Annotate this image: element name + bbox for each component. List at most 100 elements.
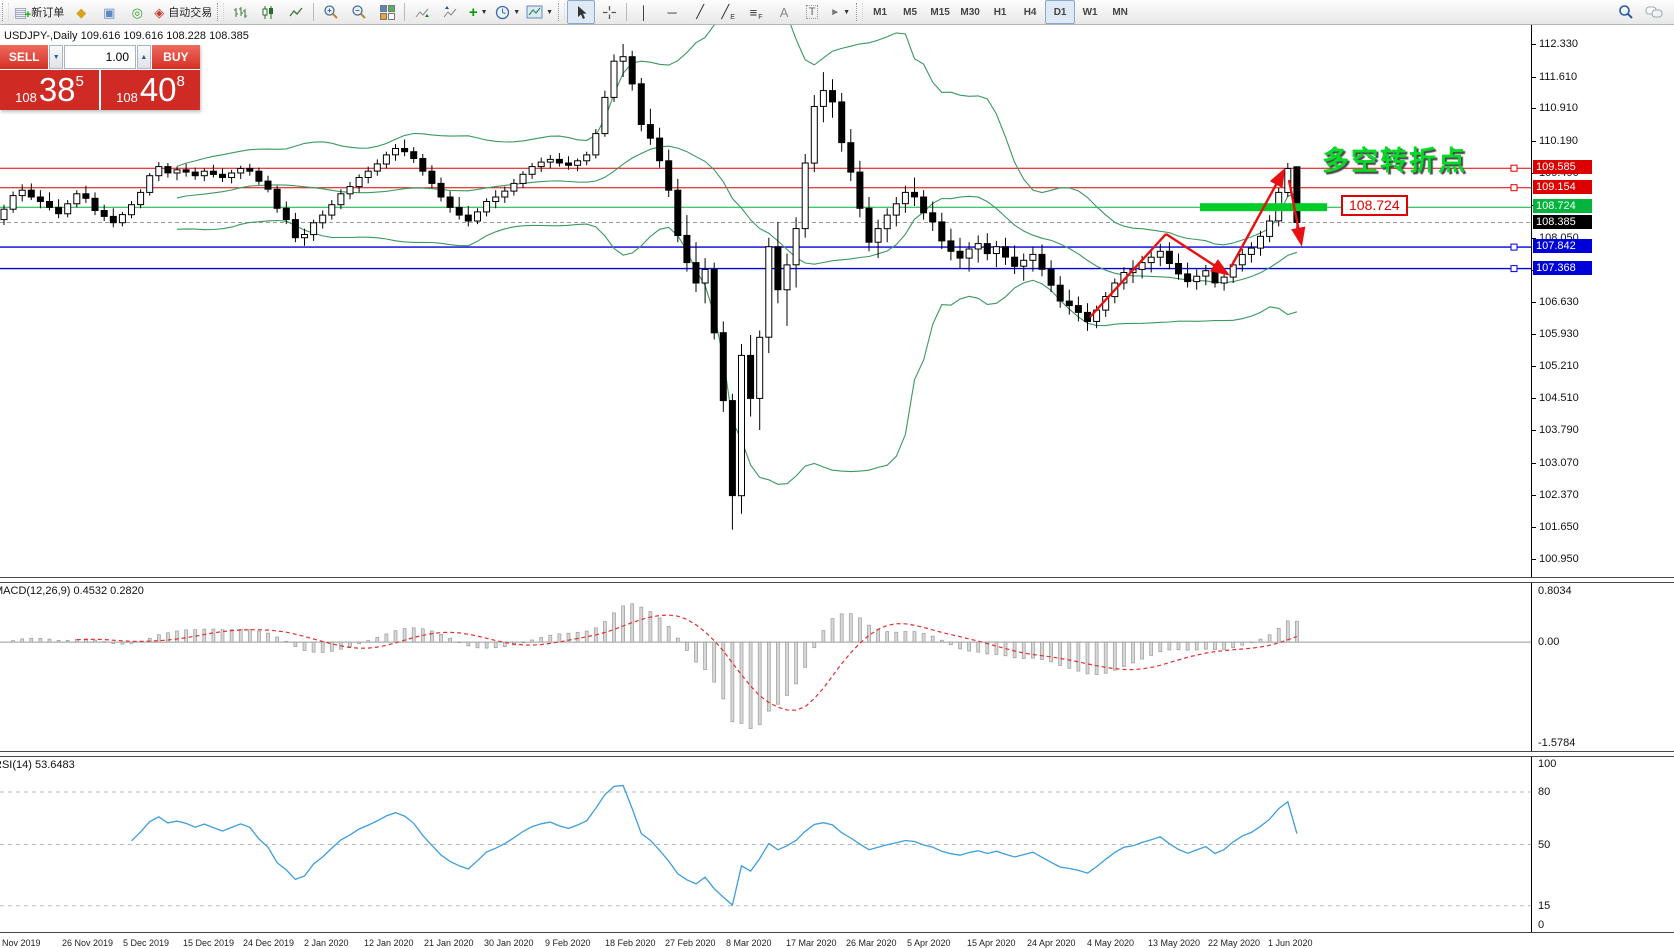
date-label: 18 Feb 2020 [605,938,656,948]
toolbar-grip [558,3,566,21]
zoom-out-button[interactable] [345,0,373,24]
timeframe-button-mn[interactable]: MN [1112,6,1128,18]
toolbar-grip [856,3,864,21]
macd-scale-top: 0.8034 [1538,585,1572,597]
search-button[interactable] [1612,0,1640,24]
date-label: 15 Apr 2020 [967,938,1016,948]
zoom-in-button[interactable] [317,0,345,24]
dropdown-arrow-icon: ▼ [843,8,851,16]
date-label: 24 Apr 2020 [1027,938,1076,948]
timeframe-button-h4[interactable]: H4 [1023,6,1037,18]
autotrade-icon: ◈ [154,4,165,20]
toolbar-separator [404,3,406,21]
volume-up-button[interactable]: ▲ [137,45,151,69]
date-axis[interactable]: Nov 2019 26 Nov 2019 5 Dec 2019 15 Dec 2019… [0,932,1674,948]
rsi-canvas[interactable] [0,757,1531,932]
price-axis[interactable]: 112.330111.610110.910110.190109.490108.7… [1531,25,1674,577]
signal-icon: ◎ [131,4,143,20]
rsi-scale-label: 50 [1538,839,1551,851]
date-label: 8 Mar 2020 [726,938,772,948]
fibonacci-sub-label: F [758,14,763,21]
buy-button[interactable]: BUY [151,45,200,69]
new-order-label: 新订单 [31,7,65,19]
price-line-badge: 107.368 [1533,261,1592,275]
tile-windows-button[interactable] [373,0,401,24]
timeframe-button-m30[interactable]: M30 [960,6,980,18]
chat-button[interactable] [1640,0,1668,24]
date-label: 5 Dec 2019 [123,938,170,948]
indicator-list-button[interactable] [436,0,464,24]
cursor-button[interactable] [567,0,596,24]
price-tick: 111.610 [1532,70,1577,84]
buy-price-fraction: 8 [176,73,185,90]
add-indicator-button[interactable]: + ▼ [464,0,492,24]
shapes-button[interactable]: ► ▼ [826,0,854,24]
date-label: 2 Jan 2020 [304,938,349,948]
date-label: 13 May 2020 [1148,938,1201,948]
sell-button[interactable]: SELL [0,45,49,69]
clock-icon [496,5,510,19]
date-label: 26 Nov 2019 [62,938,114,948]
main-chart-plot[interactable]: USDJPY-,Daily 109.616 109.616 108.228 10… [0,25,1531,577]
price-tick: 103.070 [1532,456,1579,470]
turning-point-annotation: 多空转折点 [1322,146,1467,176]
rsi-axis[interactable]: 100 80 50 15 0 [1531,757,1674,932]
zoom-out-icon [352,5,366,19]
line-chart-button[interactable] [282,0,310,24]
signal-button[interactable]: ◎ [123,0,151,24]
tile-windows-icon [379,4,395,20]
macd-axis[interactable]: 0.8034 0.00 -1.5784 [1531,583,1674,751]
indicator-window-button[interactable] [408,0,436,24]
rsi-plot[interactable]: RSI(14) 53.6483 [0,757,1531,932]
panel-divider[interactable] [0,751,1674,757]
zoom-in-icon [324,5,338,19]
timeframe-button-m5[interactable]: M5 [903,6,918,18]
timeframe-button-m15[interactable]: M15 [930,6,950,18]
timeframe-button-m1[interactable]: M1 [873,6,888,18]
text-label-button[interactable]: T [798,0,826,24]
timeframe-button-h1[interactable]: H1 [993,6,1007,18]
vertical-line-button[interactable]: │ [630,0,658,24]
text-button[interactable]: A [770,0,798,24]
new-order-button[interactable]: ▤ + 新订单 [11,0,67,24]
macd-label: MACD(12,26,9) 0.4532 0.2820 [0,585,144,597]
timeframe-button-d1[interactable]: D1 [1045,0,1076,24]
timeframe-button-w1[interactable]: W1 [1082,6,1098,18]
macd-canvas[interactable] [0,583,1531,751]
computer-icon: ▣ [103,4,116,20]
trendline-button[interactable]: ╱ [686,0,714,24]
autotrade-button[interactable]: ◈ 自动交易 [151,0,215,24]
sell-price-fraction: 5 [75,73,84,90]
date-label: 22 May 2020 [1208,938,1261,948]
sell-price[interactable]: 108 38 5 [0,70,99,110]
price-line-badge: 109.585 [1533,160,1592,174]
price-tick: 106.630 [1532,295,1579,309]
volume-down-button[interactable]: ▼ [49,45,63,69]
candle-chart-button[interactable] [254,0,282,24]
bar-chart-button[interactable] [226,0,254,24]
line-chart-icon [289,7,303,16]
macd-plot[interactable]: MACD(12,26,9) 0.4532 0.2820 [0,583,1531,751]
channel-button[interactable]: ╱ E [714,0,742,24]
rsi-scale-label: 100 [1538,758,1557,770]
date-label: 21 Jan 2020 [424,938,474,948]
rsi-scale-label: 80 [1538,786,1551,798]
fibonacci-button[interactable]: ≡ F [742,0,770,24]
gold-button[interactable]: ◆ [67,0,95,24]
publish-button[interactable]: ▣ [95,0,123,24]
sell-price-pips: 38 [38,71,76,108]
panel-divider[interactable] [0,577,1674,583]
main-chart-canvas[interactable] [0,25,1531,577]
price-tick: 100.950 [1532,552,1579,566]
crosshair-button[interactable] [595,0,623,24]
autotrade-label: 自动交易 [168,7,213,19]
timeframe-group: M1 M5 M15 M30 H1 H4 D1 W1 MN [865,0,1135,24]
horizontal-line-icon: ─ [667,4,677,20]
template-button[interactable]: ▼ [523,0,556,24]
period-button[interactable]: ▼ [492,0,523,24]
macd-scale-zero: 0.00 [1538,636,1560,648]
buy-price[interactable]: 108 40 8 [101,70,200,110]
rsi-scale-label: 0 [1538,919,1545,931]
volume-input[interactable] [64,45,136,69]
horizontal-line-button[interactable]: ─ [658,0,686,24]
